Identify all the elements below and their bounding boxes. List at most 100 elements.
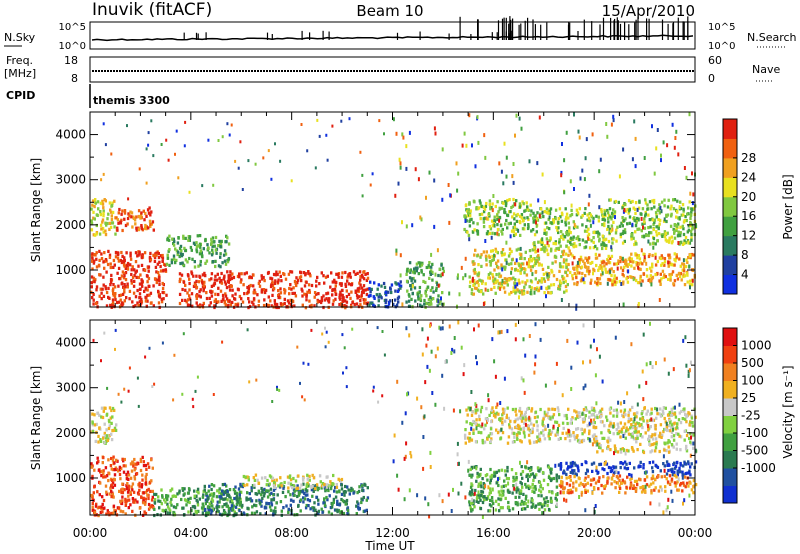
- data-cell: [226, 260, 230, 264]
- data-cell: [581, 223, 584, 227]
- data-cell: [265, 501, 268, 505]
- data-cell: [106, 509, 109, 513]
- data-cell: [480, 485, 483, 489]
- data-cell: [642, 466, 645, 470]
- data-cell: [361, 194, 364, 198]
- data-cell: [100, 406, 104, 410]
- data-cell: [673, 473, 676, 478]
- data-cell: [419, 303, 422, 307]
- data-cell: [597, 487, 600, 491]
- data-cell: [257, 304, 260, 308]
- data-cell: [566, 273, 569, 278]
- data-cell: [296, 494, 299, 499]
- colorbar-swatch: [723, 177, 737, 198]
- data-cell: [355, 504, 358, 508]
- data-cell: [177, 250, 180, 254]
- data-cell: [110, 495, 113, 499]
- data-cell: [675, 255, 678, 259]
- data-cell: [327, 300, 331, 304]
- data-cell: [531, 228, 535, 232]
- data-cell: [684, 485, 687, 489]
- data-cell: [399, 253, 402, 258]
- data-cell: [243, 292, 246, 296]
- data-cell: [627, 211, 630, 215]
- data-cell: [135, 472, 139, 476]
- data-cell: [199, 249, 203, 253]
- data-cell: [117, 259, 121, 263]
- data-cell: [534, 214, 537, 218]
- data-cell: [631, 222, 634, 227]
- data-cell: [663, 464, 666, 468]
- data-cell: [583, 211, 586, 215]
- data-cell: [605, 244, 608, 248]
- data-cell: [340, 477, 344, 482]
- data-cell: [133, 475, 136, 479]
- data-cell: [485, 258, 488, 262]
- data-cell: [119, 477, 122, 481]
- data-cell: [108, 227, 111, 231]
- data-cell: [356, 491, 359, 495]
- data-cell: [518, 406, 522, 411]
- data-cell: [504, 473, 507, 477]
- data-cell: [491, 208, 494, 213]
- data-cell: [501, 422, 504, 426]
- data-cell: [519, 489, 523, 493]
- data-cell: [605, 462, 609, 466]
- data-cell: [538, 507, 541, 511]
- data-cell: [429, 270, 432, 274]
- data-cell: [331, 293, 334, 297]
- data-cell: [528, 439, 531, 443]
- data-cell: [307, 283, 311, 287]
- data-cell: [448, 220, 451, 225]
- data-cell: [668, 256, 672, 260]
- data-cell: [472, 292, 475, 296]
- data-cell: [104, 229, 107, 233]
- data-cell: [226, 504, 230, 508]
- data-cell: [225, 240, 228, 244]
- data-cell: [524, 250, 527, 254]
- data-cell: [610, 122, 613, 127]
- data-cell: [643, 255, 646, 260]
- data-cell: [532, 216, 535, 220]
- data-cell: [94, 198, 97, 202]
- data-cell: [417, 297, 420, 301]
- data-cell: [476, 280, 479, 284]
- data-cell: [356, 271, 359, 275]
- data-cell: [147, 131, 150, 135]
- data-cell: [399, 161, 402, 166]
- data-cell: [143, 289, 146, 293]
- data-cell: [281, 490, 285, 494]
- data-cell: [312, 506, 316, 510]
- data-cell: [348, 117, 351, 121]
- data-cell: [640, 490, 644, 494]
- data-cell: [472, 431, 475, 435]
- data-cell: [623, 208, 626, 212]
- data-cell: [144, 502, 147, 506]
- data-cell: [319, 300, 323, 305]
- data-cell: [610, 245, 613, 250]
- data-cell: [493, 471, 496, 475]
- data-cell: [256, 478, 259, 482]
- data-cell: [578, 243, 581, 247]
- data-cell: [694, 460, 698, 464]
- data-cell: [527, 223, 530, 227]
- data-cell: [434, 272, 437, 277]
- data-cell: [128, 214, 131, 218]
- data-cell: [200, 254, 204, 258]
- data-cell: [630, 476, 633, 480]
- data-cell: [561, 233, 564, 237]
- data-cell: [480, 253, 483, 257]
- data-cell: [90, 465, 93, 469]
- velocity-scatter-cells: [90, 320, 698, 519]
- data-cell: [465, 420, 468, 424]
- data-cell: [211, 251, 215, 255]
- data-cell: [546, 483, 550, 487]
- data-cell: [561, 265, 565, 269]
- data-cell: [113, 225, 116, 229]
- data-cell: [213, 278, 217, 282]
- data-cell: [224, 294, 228, 298]
- data-cell: [93, 217, 96, 221]
- data-cell: [675, 129, 678, 134]
- data-cell: [152, 154, 155, 158]
- data-cell: [129, 492, 132, 496]
